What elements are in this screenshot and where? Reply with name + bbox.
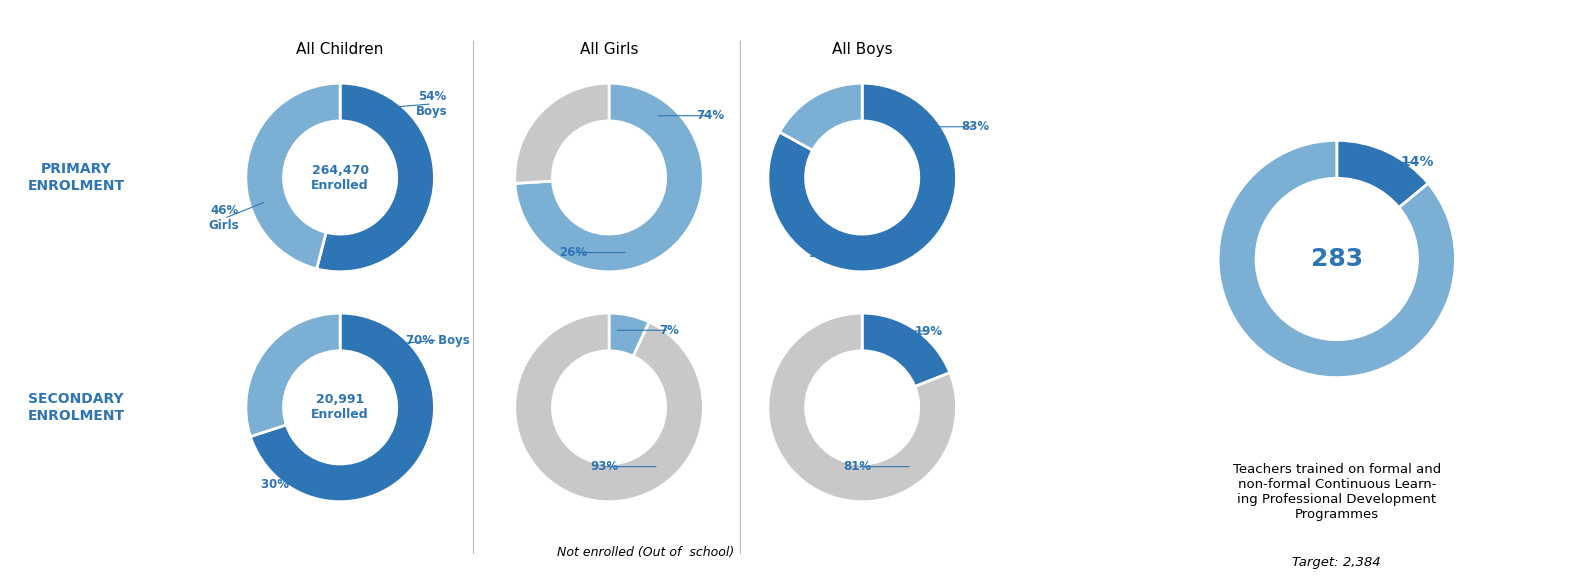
Text: 20,991
Enrolled: 20,991 Enrolled <box>312 393 369 421</box>
Wedge shape <box>316 83 435 272</box>
Text: 81%: 81% <box>843 460 872 473</box>
Text: 74%: 74% <box>696 109 725 122</box>
Text: 54%
Boys: 54% Boys <box>416 90 448 118</box>
Text: Not enrolled (Out of  school): Not enrolled (Out of school) <box>557 546 734 559</box>
Text: All Children: All Children <box>296 42 384 57</box>
Wedge shape <box>780 83 862 150</box>
Text: All Girls: All Girls <box>581 42 638 57</box>
Text: 264,470
Enrolled: 264,470 Enrolled <box>312 164 369 191</box>
Wedge shape <box>250 313 435 502</box>
Text: 30% Girls: 30% Girls <box>261 478 324 491</box>
Text: 17%: 17% <box>808 247 837 260</box>
Wedge shape <box>514 83 609 183</box>
Wedge shape <box>767 83 957 272</box>
Text: 46%
Girls: 46% Girls <box>209 204 239 232</box>
Text: 83%: 83% <box>962 120 989 133</box>
Text: 26%: 26% <box>558 246 587 259</box>
Text: Target: 2,384: Target: 2,384 <box>1292 556 1381 569</box>
Wedge shape <box>245 83 340 269</box>
Wedge shape <box>514 313 704 502</box>
Wedge shape <box>767 313 957 502</box>
Wedge shape <box>245 313 340 436</box>
Text: 70% Boys: 70% Boys <box>405 333 470 347</box>
Text: PRIMARY
ENROLMENT: PRIMARY ENROLMENT <box>27 162 125 193</box>
Wedge shape <box>609 313 649 356</box>
Text: 19%: 19% <box>914 325 943 338</box>
Text: SECONDARY
ENROLMENT: SECONDARY ENROLMENT <box>27 392 125 423</box>
Text: 93%: 93% <box>590 460 619 473</box>
Wedge shape <box>516 83 704 272</box>
Wedge shape <box>1337 140 1429 208</box>
Text: All Boys: All Boys <box>832 42 892 57</box>
Wedge shape <box>862 313 949 386</box>
Text: Teachers trained on formal and
non-formal Continuous Learn-
ing Professional Dev: Teachers trained on formal and non-forma… <box>1232 463 1441 521</box>
Text: 283: 283 <box>1311 247 1362 271</box>
Text: 7%: 7% <box>660 324 679 337</box>
Wedge shape <box>1218 140 1455 378</box>
Text: Key indicators: Key indicators <box>13 12 157 30</box>
Text: 14%: 14% <box>1400 155 1435 169</box>
